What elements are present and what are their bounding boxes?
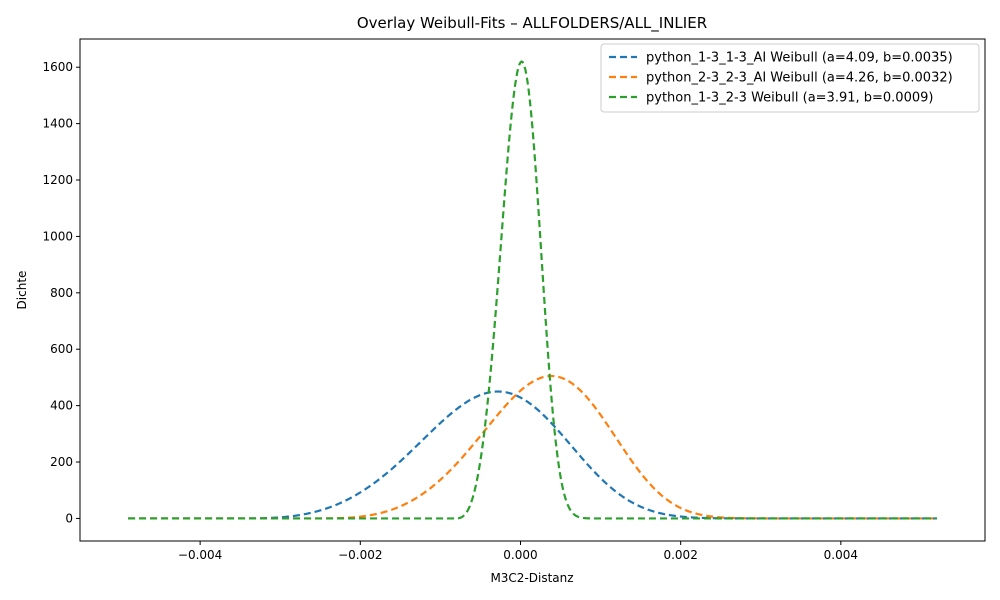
y-axis: 0 200 400 600 800 1000 1200 1400 1600	[42, 60, 80, 525]
y-tick-label: 1400	[42, 117, 73, 131]
legend-entry: python_1-3_2-3 Weibull (a=3.91, b=0.0009…	[646, 91, 933, 106]
y-tick-label: 1600	[42, 60, 73, 74]
y-tick-label: 600	[50, 342, 73, 356]
x-tick-label: 0.004	[824, 548, 858, 562]
y-tick-label: 200	[50, 455, 73, 469]
y-tick-label: 1000	[42, 229, 73, 243]
series-line-2	[128, 374, 937, 520]
plot-frame	[79, 38, 986, 542]
y-tick-label: 800	[50, 286, 73, 300]
y-axis-label: Dichte	[15, 271, 29, 310]
x-axis-label: M3C2-Distanz	[490, 571, 573, 585]
chart-title: Overlay Weibull-Fits – ALLFOLDERS/ALL_IN…	[357, 14, 707, 33]
x-axis: −0.004 −0.002 0.000 0.002 0.004	[178, 541, 858, 562]
x-tick-label: 0.002	[663, 548, 697, 562]
legend-box	[600, 43, 980, 113]
legend-entry: python_1-3_1-3_AI Weibull (a=4.09, b=0.0…	[646, 51, 953, 66]
x-tick-label: −0.002	[338, 548, 382, 562]
y-tick-label: 400	[50, 399, 73, 413]
x-tick-label: 0.000	[503, 548, 537, 562]
x-tick-label: −0.004	[178, 548, 222, 562]
series-line-1	[128, 390, 937, 520]
y-tick-label: 0	[65, 511, 73, 525]
legend: python_1-3_1-3_AI Weibull (a=4.09, b=0.0…	[600, 43, 980, 113]
legend-entry: python_2-3_2-3_AI Weibull (a=4.26, b=0.0…	[646, 71, 953, 86]
series-line-3	[128, 60, 937, 520]
y-tick-label: 1200	[42, 173, 73, 187]
series-layer	[128, 60, 937, 520]
